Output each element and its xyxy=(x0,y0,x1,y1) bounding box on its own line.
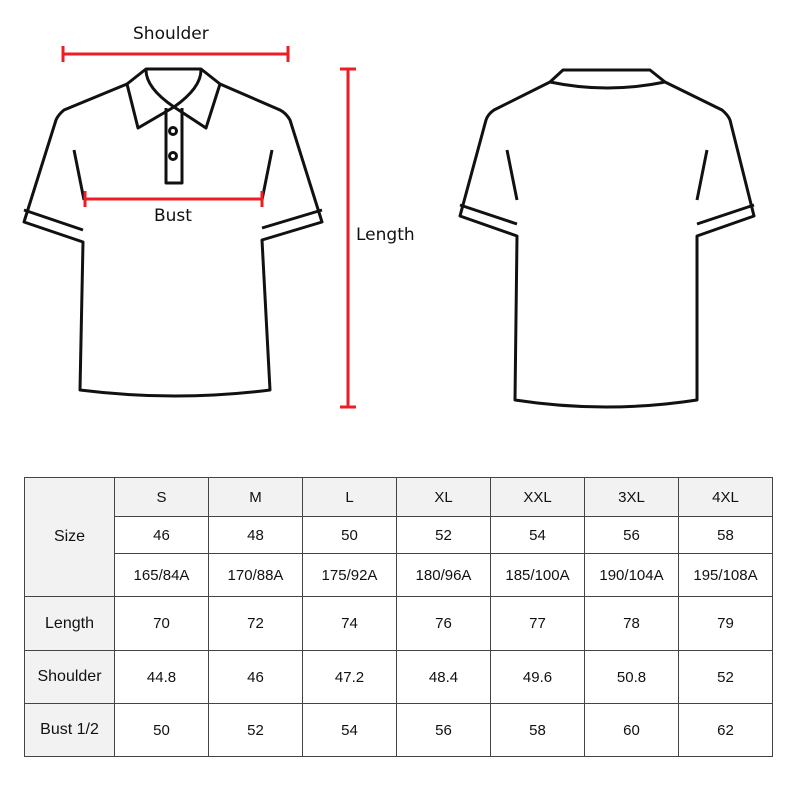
value-cell: 54 xyxy=(302,703,397,757)
eu-size-cell: 46 xyxy=(114,516,209,554)
value-cell: 52 xyxy=(208,703,303,757)
eu-size-cell: 56 xyxy=(584,516,679,554)
measurement-lines xyxy=(61,46,356,409)
size-cell: XXL xyxy=(490,477,585,517)
eu-size-row: 46 48 50 52 54 56 58 xyxy=(25,516,773,554)
value-cell: 78 xyxy=(584,596,679,651)
value-cell: 48.4 xyxy=(396,650,491,704)
row-header: Bust 1/2 xyxy=(24,703,115,757)
bust-measure-line xyxy=(83,191,264,207)
height-chest-row: 165/84A 170/88A 175/92A 180/96A 185/100A… xyxy=(25,553,773,597)
size-cell: 3XL xyxy=(584,477,679,517)
value-cell: 56 xyxy=(396,703,491,757)
value-cell: 46 xyxy=(208,650,303,704)
height-chest-cell: 190/104A xyxy=(584,553,679,597)
value-cell: 74 xyxy=(302,596,397,651)
row-header: Length xyxy=(24,596,115,651)
size-row-header: Size xyxy=(24,477,115,597)
shoulder-label: Shoulder xyxy=(133,24,209,44)
value-cell: 50 xyxy=(114,703,209,757)
size-cell: L xyxy=(302,477,397,517)
size-cell: XL xyxy=(396,477,491,517)
value-cell: 58 xyxy=(490,703,585,757)
size-table: Size S M L XL XXL 3XL 4XL 46 48 50 52 54… xyxy=(24,477,773,757)
value-cell: 52 xyxy=(678,650,773,704)
eu-size-cell: 54 xyxy=(490,516,585,554)
value-cell: 44.8 xyxy=(114,650,209,704)
value-cell: 62 xyxy=(678,703,773,757)
length-measure-line xyxy=(340,67,356,409)
eu-size-cell: 52 xyxy=(396,516,491,554)
row-header: Shoulder xyxy=(24,650,115,704)
shoulder-row: Shoulder 44.8 46 47.2 48.4 49.6 50.8 52 xyxy=(24,650,773,704)
value-cell: 72 xyxy=(208,596,303,651)
height-chest-cell: 185/100A xyxy=(490,553,585,597)
eu-size-cell: 58 xyxy=(678,516,773,554)
size-cell: 4XL xyxy=(678,477,773,517)
size-letter-row: Size S M L XL XXL 3XL 4XL xyxy=(24,477,773,597)
value-cell: 79 xyxy=(678,596,773,651)
eu-size-cell: 50 xyxy=(302,516,397,554)
value-cell: 60 xyxy=(584,703,679,757)
back-shirt-illustration xyxy=(458,68,756,409)
eu-size-cell: 48 xyxy=(208,516,303,554)
height-chest-cell: 170/88A xyxy=(208,553,303,597)
height-chest-cell: 195/108A xyxy=(678,553,773,597)
length-row: Length 70 72 74 76 77 78 79 xyxy=(24,596,773,651)
front-shirt-illustration xyxy=(22,67,324,398)
value-cell: 77 xyxy=(490,596,585,651)
size-cell: S xyxy=(114,477,209,517)
size-cell: M xyxy=(208,477,303,517)
shirt-diagrams xyxy=(22,46,756,409)
height-chest-cell: 165/84A xyxy=(114,553,209,597)
bust-row: Bust 1/2 50 52 54 56 58 60 62 xyxy=(24,703,773,757)
height-chest-cell: 175/92A xyxy=(302,553,397,597)
value-cell: 47.2 xyxy=(302,650,397,704)
shoulder-measure-line xyxy=(61,46,290,62)
value-cell: 76 xyxy=(396,596,491,651)
value-cell: 49.6 xyxy=(490,650,585,704)
value-cell: 50.8 xyxy=(584,650,679,704)
bust-label: Bust xyxy=(154,206,192,226)
length-label: Length xyxy=(356,225,415,245)
value-cell: 70 xyxy=(114,596,209,651)
height-chest-cell: 180/96A xyxy=(396,553,491,597)
